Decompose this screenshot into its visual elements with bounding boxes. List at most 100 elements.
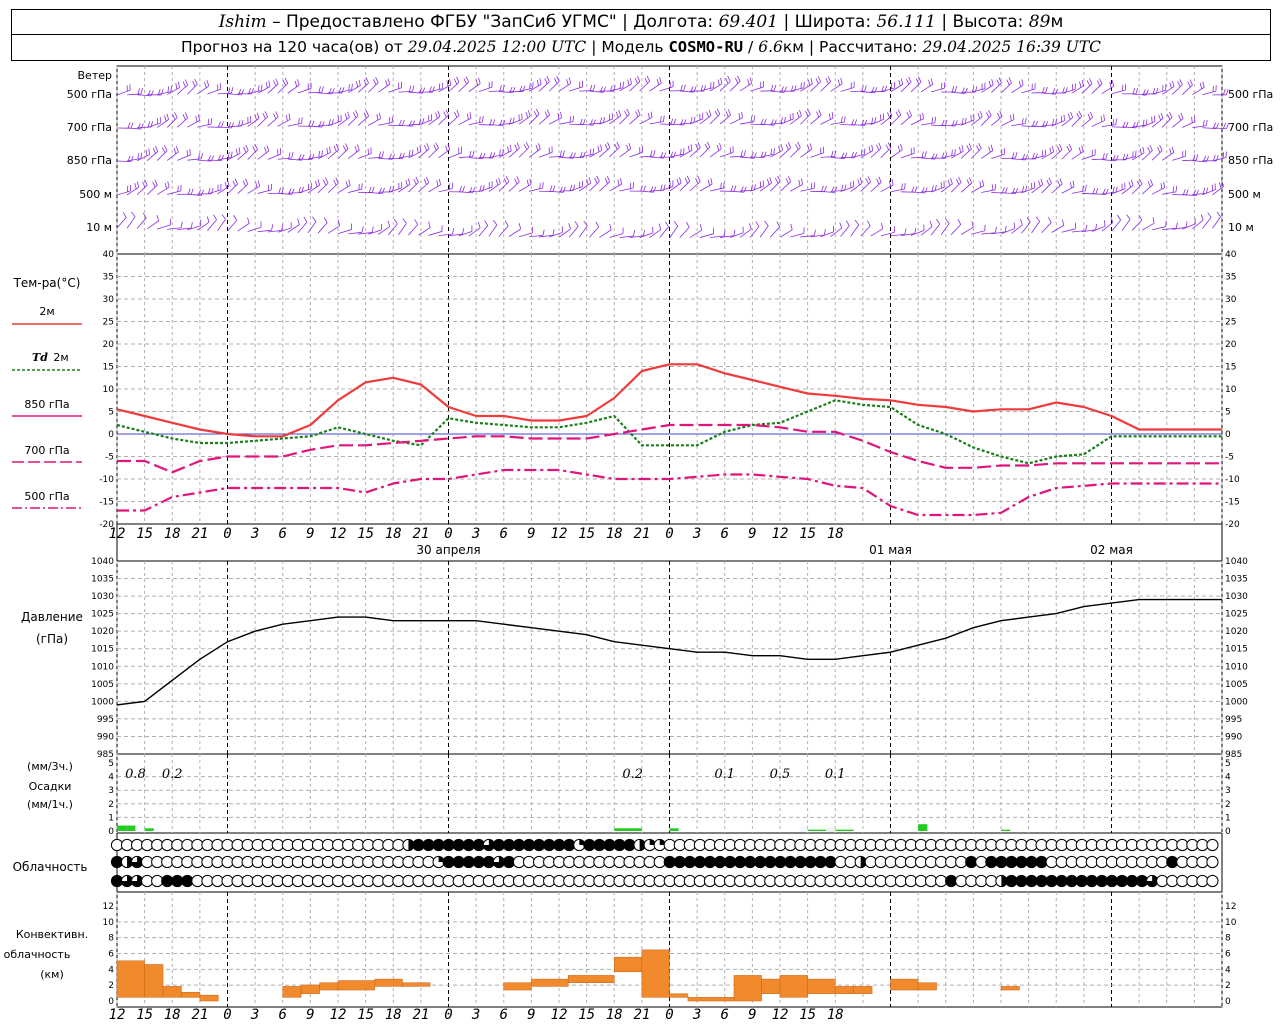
cloud-cover-circle: [211, 874, 224, 888]
wind-barb-feather: [288, 152, 291, 159]
wind-barb-feather: [978, 143, 982, 149]
wind-barb-feather: [904, 182, 906, 190]
wind-barb-feather: [236, 148, 238, 155]
wind-barb-shaft: [800, 235, 815, 238]
wind-barb-shaft: [609, 183, 622, 192]
wind-barb-feather: [647, 112, 650, 120]
wind-barb-shaft: [368, 156, 383, 159]
wind-barb-feather: [140, 88, 143, 95]
wind-barb-feather: [968, 177, 973, 184]
wind-barb-feather: [994, 183, 997, 190]
wind-barb-feather: [433, 144, 437, 151]
wind-barb-feather: [268, 80, 271, 87]
wind-barbs-layer: [116, 75, 1230, 238]
model-name: COSMO-RU: [668, 38, 744, 56]
wind-barb-shaft: [1162, 191, 1177, 195]
wind-barb-shaft: [880, 184, 894, 193]
cloud-cover-circle: [201, 874, 214, 888]
wind-barb-feather: [519, 85, 523, 92]
wind-barb-feather: [311, 153, 315, 160]
wind-barb-feather: [413, 178, 417, 185]
wind-barb-shaft: [940, 183, 953, 193]
wind-barb-feather: [797, 141, 801, 148]
wind-barb-shaft: [428, 231, 443, 236]
wind-barb-shaft: [458, 81, 469, 92]
wind-barb-shaft: [679, 90, 694, 93]
wind-barb-shaft: [488, 124, 503, 127]
cloud-cover-circle: [693, 838, 707, 852]
wind-barb-feather: [607, 142, 611, 148]
cloud-cover-circle: [221, 874, 234, 888]
wind-barb-feather: [446, 80, 449, 87]
wind-barb-feather: [999, 110, 1003, 117]
cloud-cover-circle: [412, 874, 425, 888]
cloud-cover-circle: [653, 874, 666, 888]
wind-barb-feather: [690, 144, 693, 151]
wind-barb-feather: [1130, 179, 1134, 186]
wind-barb-feather: [408, 150, 411, 157]
wind-barb-shaft: [1212, 216, 1221, 229]
wind-barb-shaft: [508, 119, 523, 125]
cloud-cover-circle: [794, 838, 807, 852]
wind-barb-shaft: [1021, 187, 1035, 194]
wind-barb-feather: [857, 179, 860, 186]
cloud-cover-fill: [121, 875, 133, 887]
wind-barb-feather: [1136, 180, 1141, 187]
wind-barb-shaft: [368, 118, 381, 126]
cloud-cover-circle: [965, 855, 978, 869]
wind-barb-feather: [807, 79, 811, 86]
wind-barb-shaft: [709, 83, 723, 92]
wind-barb-shaft: [890, 234, 905, 237]
wind-barb-feather: [588, 177, 592, 184]
wind-barb-shaft: [1111, 188, 1126, 195]
wind-barb-shaft: [709, 148, 722, 158]
wind-barb-shaft: [167, 87, 180, 95]
cloud-cover-circle: [764, 838, 777, 852]
wind-barb-shaft: [880, 115, 893, 126]
wind-barb-feather: [325, 177, 329, 184]
cloud-cover-circle: [231, 855, 244, 869]
temp-tick-label: 5: [108, 408, 114, 418]
wind-barb-feather: [218, 121, 221, 128]
wind-barb-shaft: [126, 186, 139, 196]
wind-barb-feather: [419, 118, 422, 125]
wind-barb-feather: [415, 176, 419, 183]
wind-barb-feather: [187, 188, 191, 195]
wind-barb-feather: [387, 78, 391, 85]
convective-cloud-bar: [181, 991, 201, 998]
cloud-cover-circle: [583, 838, 596, 852]
wind-barb-feather: [684, 177, 689, 184]
wind-barb-feather: [798, 179, 801, 186]
cloud-cover-fill: [1146, 875, 1158, 887]
wind-barb-feather: [1056, 146, 1061, 152]
wind-barb-shaft: [1061, 186, 1075, 194]
wind-barb-shaft: [408, 182, 419, 193]
wind-barb-feather: [760, 118, 764, 125]
cloud-cover-circle: [422, 838, 435, 852]
wind-barb-shaft: [981, 115, 992, 126]
cloud-cover-circle: [181, 874, 194, 888]
wind-barb-shaft: [870, 118, 884, 126]
cloud-cover-circle: [784, 874, 797, 888]
wind-barb-feather: [411, 149, 414, 156]
separator: |: [783, 12, 790, 32]
wind-barb-feather: [398, 119, 402, 126]
cloud-cover-circle: [1065, 874, 1078, 888]
wind-barb-feather: [137, 88, 140, 95]
wind-barb-feather: [130, 122, 134, 129]
x-hour-label: 18: [164, 526, 181, 542]
wind-barb-shaft: [850, 154, 865, 158]
wind-barb-feather: [743, 186, 747, 193]
wind-barb-shaft: [167, 190, 181, 195]
wind-barb-feather: [356, 81, 359, 88]
wind-barb-feather: [697, 175, 701, 182]
wind-barb-feather: [1158, 114, 1162, 121]
wind-barb-shaft: [1131, 152, 1145, 161]
wind-barb-feather: [1006, 79, 1010, 86]
wind-barb-feather: [164, 182, 167, 189]
wind-barb-shaft: [1001, 82, 1012, 93]
altitude-label: Высота:: [952, 12, 1024, 32]
wind-barb-shaft: [247, 185, 260, 194]
cloud-cover-circle: [462, 855, 475, 869]
wind-barb-shaft: [518, 87, 533, 92]
